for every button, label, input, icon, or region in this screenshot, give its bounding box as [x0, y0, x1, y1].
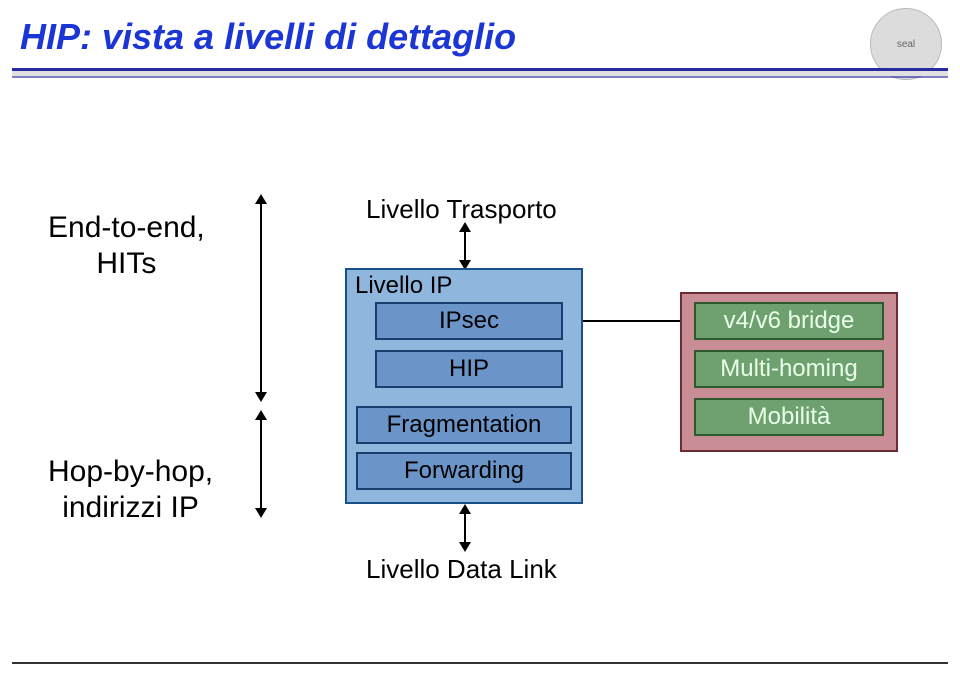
ip-sublayer-ipsec: IPsec: [375, 302, 563, 340]
title-underline: [12, 68, 948, 80]
arrow-transport-ip: [464, 232, 466, 260]
feature-v4-v6-bridge: v4/v6 bridge: [694, 302, 884, 340]
label-ip-layer: Livello IP: [355, 272, 452, 300]
label-hop-by-hop: Hop-by-hop, indirizzi IP: [48, 454, 213, 526]
feature-mobilit-: Mobilità: [694, 398, 884, 436]
label-datalink-layer: Livello Data Link: [366, 554, 557, 585]
slide: HIP: vista a livelli di dettaglio seal E…: [0, 0, 960, 682]
arrow-end-to-end: [260, 204, 262, 392]
ip-sublayer-hip: HIP: [375, 350, 563, 388]
footer-rule: [12, 662, 948, 664]
label-transport-layer: Livello Trasporto: [366, 194, 557, 225]
arrow-ip-datalink: [464, 514, 466, 542]
ip-sublayer-forwarding: Forwarding: [356, 452, 572, 490]
arrow-hop-by-hop: [260, 420, 262, 508]
label-end-to-end: End-to-end, HITs: [48, 210, 205, 282]
feature-multi-homing: Multi-homing: [694, 350, 884, 388]
ip-sublayer-fragmentation: Fragmentation: [356, 406, 572, 444]
slide-title: HIP: vista a livelli di dettaglio: [20, 16, 516, 58]
connector-ipsec-to-right: [583, 320, 680, 322]
